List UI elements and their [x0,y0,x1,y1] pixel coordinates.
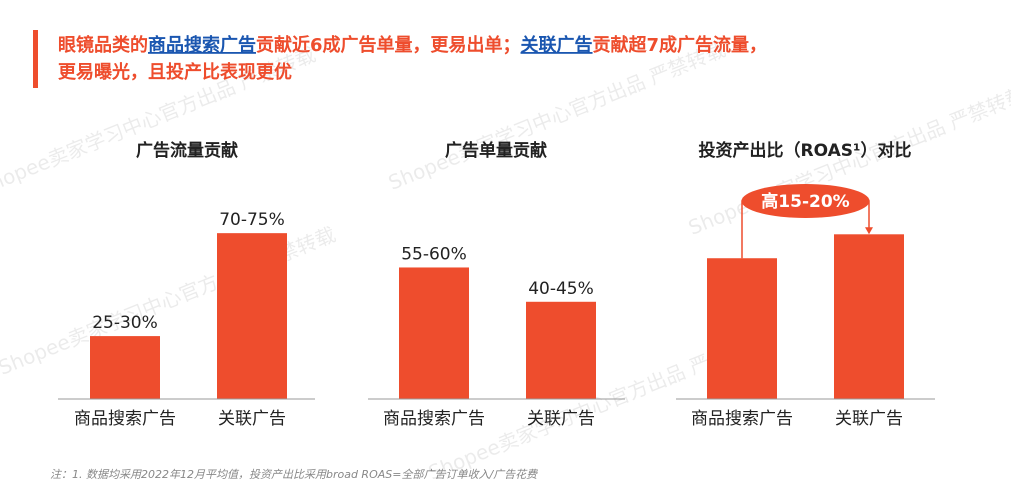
footnote: 注：1. 数据均采用2022年12月平均值，投资产出比采用broad ROAS=… [50,468,538,481]
data-label: 55-60% [401,244,467,264]
bar [90,336,160,399]
annotation-pill [741,184,870,218]
annotation-arrowhead [865,227,873,235]
bar [526,301,596,399]
bar [217,233,287,399]
header-line: 更易曝光，且投产比表现更优 [58,61,292,83]
chart-title: 广告单量贡献 [445,140,547,161]
header-text: 贡献超7成广告流量， [593,34,768,56]
x-tick-label: 商品搜索广告 [691,409,793,429]
chart-title: 投资产出比（ROAS¹）对比 [699,140,912,161]
watermark: Shopee卖家学习中心官方出品 严禁转载 [0,222,339,380]
header-text: 更易曝光，且投产比表现更优 [58,61,292,83]
data-label: 40-45% [528,279,594,299]
accent-bar [33,30,38,88]
x-tick-label: 关联广告 [527,409,595,429]
x-tick-label: 关联广告 [835,409,903,429]
header-text: 眼镜品类的 [58,34,148,56]
x-tick-label: 商品搜索广告 [74,409,176,429]
data-label: 25-30% [92,313,158,333]
bar [834,234,904,399]
annotation: 高15-20% [761,191,849,212]
x-tick-label: 商品搜索广告 [383,409,485,429]
bar [707,258,777,399]
header-link[interactable]: 关联广告 [521,34,593,56]
header-link[interactable]: 商品搜索广告 [148,34,256,56]
header-line: 眼镜品类的商品搜索广告贡献近6成广告单量，更易出单；关联广告贡献超7成广告流量， [58,34,767,56]
chart-title: 广告流量贡献 [136,140,238,161]
watermark: Shopee卖家学习中心官方出品 严禁转载 [385,37,729,195]
data-label: 70-75% [219,210,285,230]
x-tick-label: 关联广告 [218,409,286,429]
header-text: 贡献近6成广告单量，更易出单； [256,34,521,56]
bar [399,267,469,399]
